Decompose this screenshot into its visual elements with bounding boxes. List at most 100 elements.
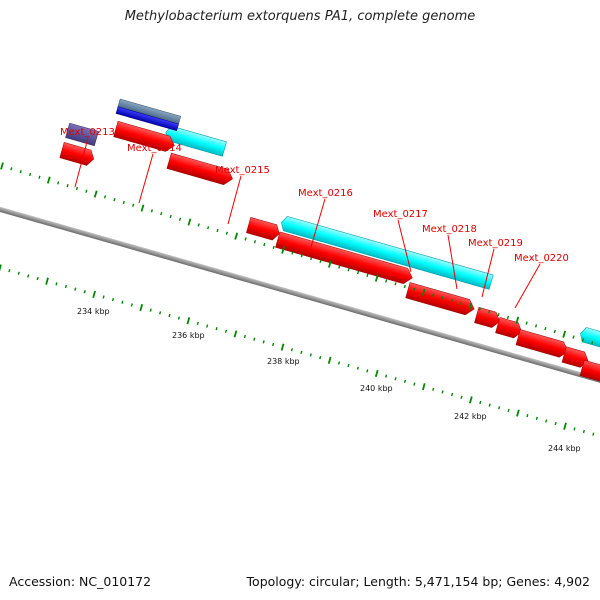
- scale-label-238: 238 kbp: [267, 357, 300, 366]
- lower-tick: [196, 321, 199, 325]
- upper-tick: [347, 268, 350, 272]
- upper-tick: [46, 176, 51, 184]
- gene-label-mext-0215[interactable]: Mext_0215: [215, 165, 270, 176]
- upper-tick: [572, 335, 575, 339]
- rna-track: [65, 98, 182, 147]
- callout-line-mext-0213: [74, 137, 89, 188]
- lower-tick: [507, 408, 510, 412]
- genes-value: 4,902: [554, 574, 590, 589]
- scale-label-244: 244 kbp: [548, 444, 581, 453]
- cds-right-edge: [580, 327, 600, 358]
- rna-feature-blue: [115, 106, 179, 132]
- lower-tick: [479, 400, 482, 405]
- lower-tick: [83, 290, 86, 294]
- lower-tick: [177, 316, 180, 320]
- lower-tick: [356, 366, 359, 370]
- cds-mext-0214: [165, 125, 227, 157]
- cds-mext-0214-fwd: [166, 152, 233, 185]
- lower-tick: [64, 284, 67, 289]
- upper-tick: [19, 169, 22, 174]
- gene-label-mext-0217[interactable]: Mext_0217: [373, 209, 428, 220]
- lower-tick: [450, 392, 454, 397]
- cds-mext-0213: [113, 120, 175, 152]
- upper-tick: [374, 274, 379, 282]
- genome-summary-line: Topology: circular; Length: 5,471,154 bp…: [247, 574, 590, 589]
- upper-tick: [460, 301, 463, 306]
- rna-feature-left: [65, 122, 99, 147]
- cds-mext-0219: [495, 317, 523, 339]
- callout-line-mext-0220: [514, 263, 541, 309]
- upper-tick: [150, 209, 153, 213]
- callout-line-mext-0217: [397, 219, 412, 273]
- upper-tick: [319, 259, 322, 264]
- lower-tick: [55, 282, 58, 286]
- forward-cds-track: [59, 120, 600, 390]
- reverse-cds-track: [165, 125, 600, 358]
- upper-tick: [38, 175, 41, 179]
- scale-labels: 234 kbp 236 kbp 238 kbp 240 kbp 242 kbp …: [77, 307, 581, 453]
- upper-tick: [450, 298, 453, 303]
- lower-tick: [319, 356, 322, 360]
- accession-value: NC_010172: [79, 574, 152, 589]
- cds-mext-0220: [515, 329, 569, 358]
- lower-tick: [111, 298, 115, 302]
- lower-tick: [17, 271, 20, 275]
- cds-left-edge: [59, 142, 94, 166]
- lower-tick: [516, 409, 520, 417]
- upper-tick: [338, 265, 341, 269]
- lower-tick: [327, 356, 332, 364]
- callout-line-mext-0216: [310, 198, 326, 248]
- lower-tick: [130, 303, 133, 307]
- upper-tick: [272, 245, 275, 249]
- lower-tick: [280, 343, 285, 351]
- gene-label-mext-0213[interactable]: Mext_0213: [60, 127, 115, 138]
- upper-tick: [300, 254, 303, 258]
- upper-tick: [515, 316, 520, 324]
- lower-tick: [441, 390, 444, 394]
- cds-mext-0216-fwd: [275, 231, 413, 284]
- lower-tick: [422, 383, 426, 391]
- lower-tick: [394, 377, 397, 381]
- scale-label-240: 240 kbp: [360, 384, 393, 393]
- lower-tick: [309, 353, 312, 357]
- upper-tick: [122, 200, 125, 205]
- backbone-group: [0, 188, 600, 408]
- upper-tick: [216, 228, 219, 233]
- upper-tick: [197, 223, 200, 227]
- lower-tick: [36, 276, 39, 281]
- lower-tick: [102, 295, 105, 299]
- upper-tick: [562, 330, 567, 338]
- map-title: Methylobacterium extorquens PA1, complet…: [124, 9, 476, 24]
- lower-tick: [159, 311, 162, 315]
- upper-tick: [581, 338, 584, 342]
- upper-tick: [525, 321, 528, 325]
- gene-label-mext-0216[interactable]: Mext_0216: [298, 188, 353, 199]
- callout-line-mext-0214: [138, 153, 154, 204]
- lower-tick: [347, 363, 350, 368]
- upper-tick: [244, 237, 247, 241]
- upper-tick-row: [0, 162, 594, 345]
- lower-tick: [526, 414, 529, 418]
- gene-label-mext-0220[interactable]: Mext_0220: [514, 253, 569, 264]
- lower-tick: [337, 361, 341, 365]
- scale-label-236: 236 kbp: [172, 331, 205, 340]
- upper-tick: [356, 270, 360, 275]
- upper-tick: [497, 312, 500, 317]
- lower-tick: [469, 396, 473, 404]
- gene-label-mext-0219[interactable]: Mext_0219: [468, 238, 523, 249]
- lower-tick: [403, 379, 407, 383]
- scale-label-242: 242 kbp: [454, 412, 487, 421]
- gene-label-mext-0218[interactable]: Mext_0218: [422, 224, 477, 235]
- lower-tick: [215, 327, 218, 331]
- upper-tick: [431, 293, 435, 297]
- lower-tick-row: [0, 264, 595, 436]
- upper-tick: [103, 195, 107, 199]
- upper-tick: [0, 162, 4, 170]
- lower-tick: [74, 287, 77, 291]
- gene-label-mext-0214[interactable]: Mext_0214: [127, 143, 182, 154]
- upper-tick: [140, 204, 145, 212]
- lower-tick: [253, 337, 256, 341]
- lower-tick: [374, 369, 379, 378]
- upper-tick: [441, 296, 444, 300]
